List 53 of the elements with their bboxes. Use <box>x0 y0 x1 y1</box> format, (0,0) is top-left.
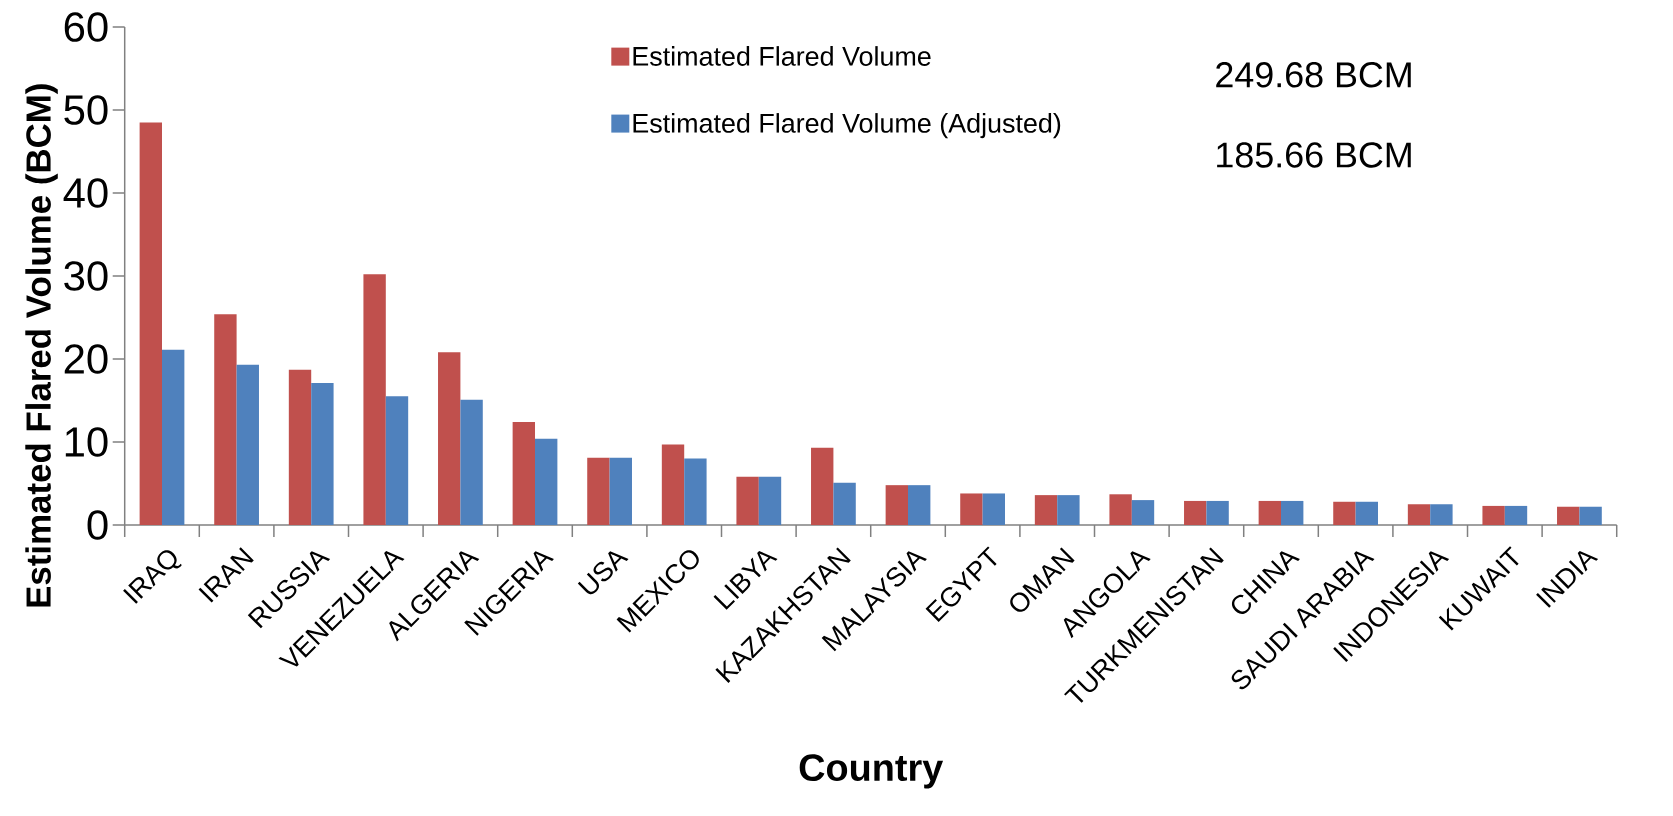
bar <box>1131 500 1155 525</box>
legend-label: Estimated Flared Volume <box>633 46 931 66</box>
y-tick-label: 60 <box>64 12 108 42</box>
bar <box>1482 505 1505 525</box>
bar <box>1557 506 1580 525</box>
bar <box>1504 505 1528 525</box>
bar <box>833 482 856 525</box>
bar <box>214 314 237 525</box>
bar <box>908 485 931 525</box>
bar <box>1579 506 1602 525</box>
bar <box>1430 504 1453 525</box>
y-tick-label: 0 <box>87 510 108 540</box>
bar <box>684 458 707 525</box>
y-tick-label: 20 <box>64 344 108 374</box>
y-tick-label: 10 <box>65 427 108 457</box>
bar <box>1034 495 1058 525</box>
y-tick-label: 50 <box>64 95 108 125</box>
bar <box>811 447 834 525</box>
bar <box>363 274 386 525</box>
bar <box>460 399 483 525</box>
y-tick-label: 40 <box>63 178 108 208</box>
bar <box>535 438 558 525</box>
bar <box>311 383 334 525</box>
bar <box>512 422 535 525</box>
annotation: 249.68 BCM <box>1216 62 1411 88</box>
bar <box>1057 495 1080 525</box>
annotation: 185.66 BCM <box>1217 142 1411 168</box>
bar <box>661 444 685 525</box>
bar <box>139 122 162 525</box>
y-tick-label: 30 <box>64 261 108 291</box>
bar <box>385 396 409 525</box>
bar <box>960 493 983 525</box>
bar <box>162 349 185 525</box>
bar <box>1184 500 1207 525</box>
bar <box>609 457 632 525</box>
bar <box>236 364 259 525</box>
bar <box>736 476 759 525</box>
bar <box>1355 501 1378 525</box>
bar <box>982 493 1005 525</box>
bar <box>885 485 909 525</box>
bar <box>758 476 782 525</box>
bar <box>1258 500 1282 525</box>
bar <box>438 352 461 525</box>
x-axis-title: Country <box>799 754 944 789</box>
bar <box>1109 494 1132 525</box>
bar <box>288 369 312 525</box>
bar <box>587 457 610 525</box>
legend-label: Estimated Flared Volume (Adjusted) <box>633 113 1061 139</box>
bar <box>1407 504 1431 525</box>
y-axis-title: Estimated Flared Volume (BCM) <box>25 84 58 607</box>
bar <box>1206 500 1229 525</box>
bar <box>1281 500 1304 525</box>
bar <box>1333 501 1356 525</box>
